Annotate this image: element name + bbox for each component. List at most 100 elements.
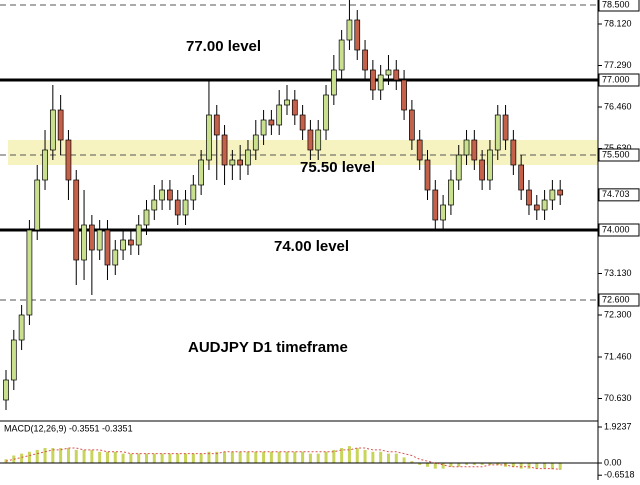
price-marker-box <box>598 73 640 87</box>
macd-bar <box>543 463 547 469</box>
candle-body <box>494 114 501 151</box>
macd-bar <box>207 451 211 464</box>
macd-bar <box>176 453 180 464</box>
candle-body <box>424 159 431 191</box>
candle-body <box>533 204 540 211</box>
macd-bar <box>160 453 164 464</box>
candle-body <box>291 99 298 116</box>
candle-body <box>42 149 48 181</box>
macd-bar <box>66 448 70 464</box>
candle-body <box>393 69 400 81</box>
macd-bar <box>277 451 281 464</box>
y-tick-label: 78.120 <box>604 18 632 28</box>
candle-body <box>143 209 150 226</box>
macd-bar <box>472 463 476 465</box>
candle-body <box>206 114 212 161</box>
price-marker-label: 75.500 <box>602 149 630 159</box>
macd-bar <box>410 461 414 464</box>
price-marker-label: 77.000 <box>602 74 630 84</box>
y-tick-label: 0.00 <box>604 457 622 467</box>
candle-body <box>10 339 17 381</box>
candle-body <box>377 74 384 91</box>
candle-body <box>502 114 509 141</box>
macd-bar <box>379 451 383 464</box>
macd-bar <box>332 449 336 464</box>
macd-bar <box>262 451 266 464</box>
macd-bar <box>301 451 305 464</box>
candle-body <box>323 94 329 131</box>
macd-bar <box>215 451 219 464</box>
macd-bar <box>152 453 156 464</box>
macd-bar <box>426 463 429 467</box>
macd-bar <box>246 451 250 464</box>
macd-bar <box>43 448 47 464</box>
macd-bar <box>355 448 359 464</box>
candle-body <box>260 119 267 136</box>
macd-bar <box>293 451 297 464</box>
macd-bar <box>480 463 484 465</box>
candle-body <box>135 224 142 246</box>
candle-body <box>401 79 407 111</box>
candle-body <box>315 129 322 151</box>
candle-body <box>237 159 244 166</box>
macd-bar <box>168 453 172 464</box>
macd-bar <box>441 463 445 469</box>
price-marker-box <box>598 148 640 162</box>
candle-body <box>252 134 259 151</box>
candle-body <box>3 379 9 401</box>
macd-bar <box>465 463 469 465</box>
candle-body <box>526 189 532 206</box>
candle-body <box>245 149 251 166</box>
price-marker-box <box>598 188 640 202</box>
macd-bar <box>308 453 312 464</box>
price-marker-label: 74.000 <box>602 224 630 234</box>
macd-bar <box>238 451 242 464</box>
macd-bar <box>199 453 203 464</box>
macd-bar <box>90 449 94 464</box>
macd-bar <box>269 451 273 464</box>
candle-body <box>338 39 345 71</box>
candle-body <box>221 134 228 166</box>
candle-body <box>510 139 517 166</box>
candle-body <box>362 49 368 71</box>
candle-body <box>346 19 353 41</box>
candle-body <box>549 189 556 201</box>
candle-body <box>463 139 470 156</box>
macd-bar <box>74 449 78 464</box>
macd-bar <box>511 463 515 467</box>
annotation: 74.00 level <box>274 238 349 255</box>
candle-body <box>159 189 165 201</box>
y-tick-label: 73.130 <box>604 268 632 278</box>
macd-bar <box>371 451 375 464</box>
macd-bar <box>457 463 461 467</box>
candle-body <box>229 159 236 166</box>
macd-bar <box>363 449 367 464</box>
macd-bar <box>35 449 39 464</box>
macd-bar <box>113 451 117 464</box>
macd-bar <box>316 453 320 464</box>
macd-bar <box>20 453 24 464</box>
macd-bar <box>340 448 344 464</box>
macd-bar <box>558 463 562 470</box>
candle-body <box>432 189 439 221</box>
macd-bar <box>59 448 63 464</box>
macd-bar <box>223 451 227 464</box>
candle-body <box>416 139 423 161</box>
price-marker-label: 74.703 <box>602 189 630 199</box>
price-marker-label: 72.600 <box>602 294 630 304</box>
macd-bar <box>51 448 55 464</box>
macd-bar <box>254 451 258 464</box>
candle-body <box>104 229 111 266</box>
candle-body <box>276 104 283 126</box>
y-tick-label: 71.460 <box>604 351 632 361</box>
candle-body <box>487 149 493 181</box>
candle-body <box>151 199 158 211</box>
candle-body <box>182 199 189 216</box>
candle-body <box>479 159 485 181</box>
candle-body <box>307 129 314 151</box>
macd-bar <box>496 463 500 465</box>
candle-body <box>198 159 204 186</box>
candle-body <box>541 199 548 211</box>
indicator-title: MACD(12,26,9) -0.3551 -0.3351 <box>4 423 133 433</box>
